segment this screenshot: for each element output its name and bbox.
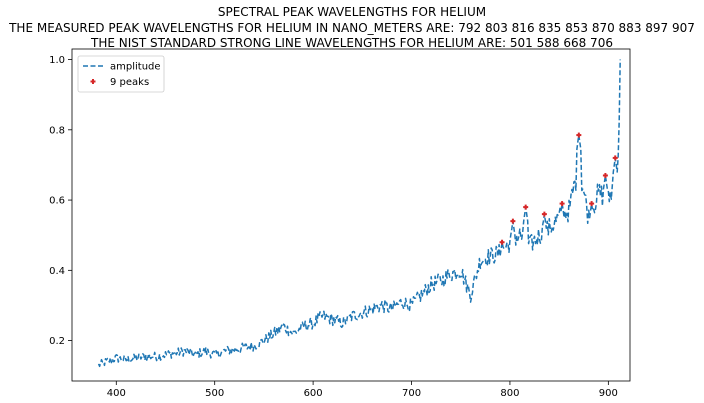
y-tick-label: 0.8 (49, 125, 65, 136)
x-tick-label: 900 (599, 388, 618, 399)
peak-marker (499, 239, 505, 245)
legend-peaks-label: 9 peaks (110, 77, 149, 88)
peak-marker (576, 132, 582, 138)
plot-frame (71, 48, 631, 382)
peak-marker (90, 79, 96, 84)
peak-marker (541, 211, 547, 217)
x-tick-label: 700 (402, 388, 421, 399)
y-tick-label: 0.4 (49, 266, 65, 277)
y-tick-label: 1.0 (49, 55, 65, 66)
legend-series-label: amplitude (110, 62, 161, 73)
plot-content (97, 59, 621, 368)
peak-marker (559, 201, 565, 207)
axes: 400 500 600 700 800 900 0.2 0.4 0.6 0.8 1.0 (49, 55, 618, 399)
chart-subtitle-measured: THE MEASURED PEAK WAVELENGTHS FOR HELIUM… (9, 20, 695, 35)
x-tick-label: 400 (107, 388, 126, 399)
chart-title: SPECTRAL PEAK WAVELENGTHS FOR HELIUM (217, 5, 487, 19)
x-tick-label: 500 (205, 388, 224, 399)
amplitude-series-line (97, 59, 621, 368)
peak-marker (589, 201, 595, 207)
legend-peak-swatch (90, 79, 96, 84)
legend: amplitude 9 peaks (77, 55, 165, 93)
peak-marker (510, 218, 516, 224)
legend-box (77, 55, 165, 93)
peak-marker (602, 172, 608, 178)
peak-marker (523, 204, 529, 210)
chart-subtitle-nist: THE NIST STANDARD STRONG LINE WAVELENGTH… (91, 36, 613, 50)
x-tick-label: 600 (304, 388, 323, 399)
y-tick-label: 0.6 (49, 196, 65, 207)
peak-marker (612, 155, 618, 161)
chart-titles: SPECTRAL PEAK WAVELENGTHS FOR HELIUM THE… (0, 5, 704, 52)
y-tick-label: 0.2 (49, 336, 65, 347)
x-tick-label: 800 (500, 388, 519, 399)
